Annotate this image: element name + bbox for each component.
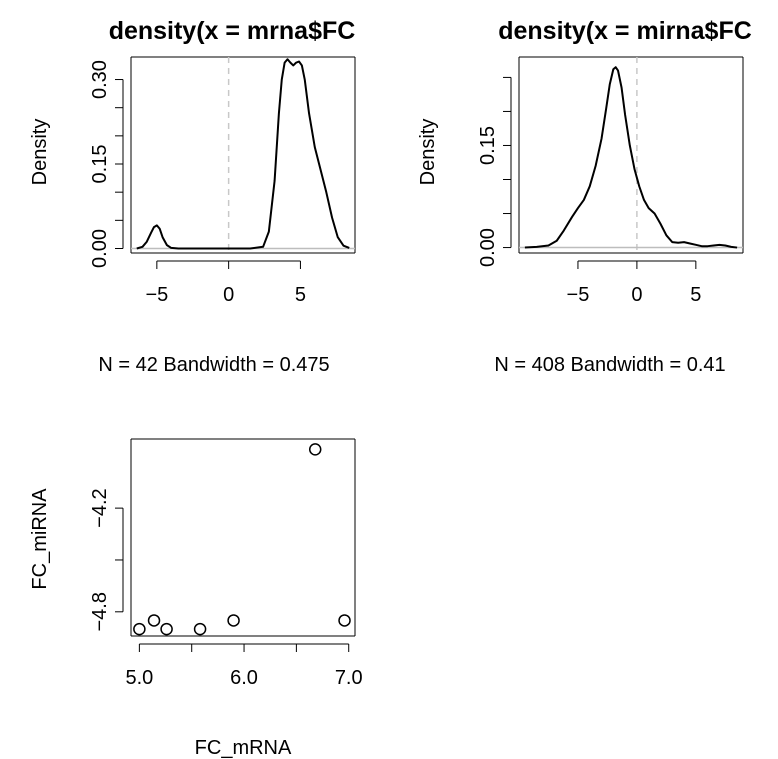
axis-ticks: 5.0 6.0 7.0 −4.8 −4.2 <box>89 488 363 689</box>
x-tick-label: 5 <box>690 284 701 306</box>
reference-lines <box>131 57 355 253</box>
scatter-point <box>338 614 351 627</box>
density-plot-mrna: density(x = mrna$FC Density N = 42 Bandw… <box>29 17 356 376</box>
scatter-point <box>308 443 322 456</box>
y-axis-label: Density <box>29 119 51 186</box>
density-plot-mirna: density(x = mirna$FC Density N = 408 Ban… <box>417 17 752 376</box>
x-tick-label: −5 <box>145 284 168 306</box>
x-tick-label: 0 <box>223 284 234 306</box>
x-tick-label: 7.0 <box>335 667 363 689</box>
density-line <box>524 66 738 249</box>
scatter-point <box>133 622 146 636</box>
scatter-point <box>193 622 207 636</box>
y-axis-label: FC_miRNA <box>29 488 51 590</box>
plot-title: density(x = mrna$FC <box>109 17 356 45</box>
scatter-points <box>133 443 351 636</box>
y-tick-label: 0.30 <box>89 60 111 99</box>
y-tick-label: 0.15 <box>89 145 111 184</box>
y-tick-label: −4.2 <box>89 488 111 527</box>
x-tick-label: 5.0 <box>125 667 153 689</box>
y-tick-label: 0.00 <box>89 229 111 268</box>
x-tick-label: 0 <box>631 284 642 306</box>
x-tick-label: −5 <box>567 284 590 306</box>
y-tick-label: −4.8 <box>89 592 111 631</box>
axis-ticks: −5 0 5 0.00 0.15 0.30 <box>89 60 306 306</box>
x-axis-label: N = 42 Bandwidth = 0.475 <box>98 354 329 376</box>
y-tick-label: 0.00 <box>477 228 499 267</box>
density-curve <box>524 66 738 249</box>
scatter-point <box>147 614 161 627</box>
scatter-plot-fc: FC_miRNA FC_mRNA 5.0 6.0 7.0 −4.8 −4.2 <box>29 438 363 759</box>
x-tick-label: 6.0 <box>230 667 258 689</box>
y-axis-label: Density <box>417 119 439 186</box>
y-tick-label: 0.15 <box>477 126 499 165</box>
x-tick-label: 5 <box>295 284 306 306</box>
x-axis-label: FC_mRNA <box>195 737 292 759</box>
x-axis-label: N = 408 Bandwidth = 0.41 <box>494 354 725 376</box>
reference-lines <box>519 57 743 253</box>
axis-ticks: −5 0 5 0.00 0.15 <box>477 76 701 306</box>
density-curve <box>136 58 350 250</box>
density-line <box>136 58 350 250</box>
scatter-point <box>227 614 240 627</box>
scatter-point <box>160 622 173 636</box>
plot-title: density(x = mirna$FC <box>498 17 752 45</box>
